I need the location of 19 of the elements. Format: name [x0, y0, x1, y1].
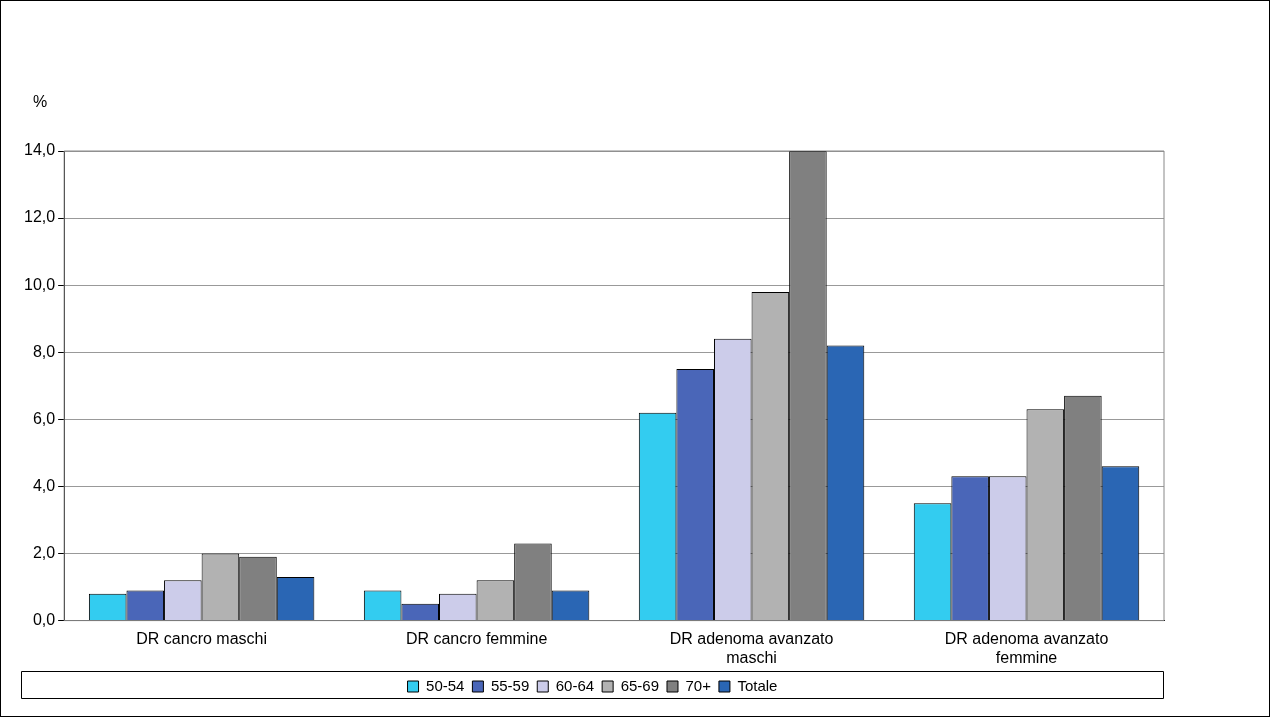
legend-label: 50-54 — [426, 676, 465, 694]
legend-label: 55-59 — [490, 676, 530, 694]
legend-label: 65-69 — [620, 676, 659, 694]
y-tick-label: 2,0 — [32, 543, 56, 561]
legend-label: 70+ — [685, 676, 712, 694]
y-tick-label: 8,0 — [32, 342, 56, 360]
y-axis-title: % — [33, 93, 48, 111]
y-tick-label: 14,0 — [24, 141, 56, 159]
x-tick-label: DR adenoma avanzato femmine — [944, 629, 1109, 666]
y-tick-label: 0,0 — [32, 611, 56, 629]
legend-label: Totale — [737, 676, 778, 694]
y-tick-label: 12,0 — [24, 208, 56, 226]
legend-label: 60-64 — [555, 676, 595, 694]
x-tick-label: DR adenoma avanzato maschi — [669, 629, 834, 666]
x-tick-label: DR cancro femmine — [405, 629, 548, 647]
y-tick-label: 4,0 — [32, 476, 56, 494]
y-tick-label: 6,0 — [32, 409, 56, 427]
y-tick-label: 10,0 — [24, 275, 56, 293]
x-tick-label: DR cancro maschi — [136, 629, 267, 647]
